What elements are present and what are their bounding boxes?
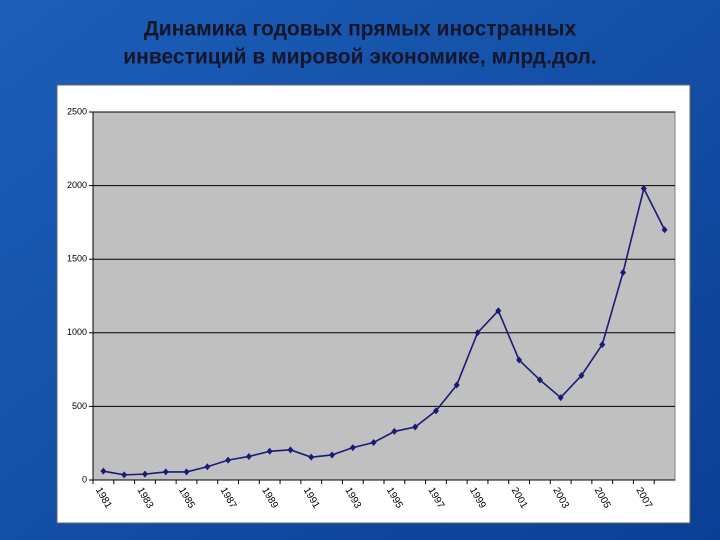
data-point (266, 447, 273, 455)
data-point (245, 452, 252, 460)
y-tick-label: 2000 (67, 180, 87, 190)
data-point (183, 468, 190, 476)
data-point (370, 438, 377, 446)
data-point (599, 341, 606, 349)
data-point (287, 446, 294, 454)
data-point (349, 444, 356, 452)
chart-title: Динамика годовых прямых иностранных (144, 18, 577, 41)
y-tick-label: 1500 (67, 254, 87, 264)
data-point (225, 456, 232, 464)
data-point (516, 356, 523, 364)
data-point (578, 371, 585, 379)
data-point (412, 423, 419, 431)
data-point (329, 451, 336, 459)
y-tick-label: 1000 (67, 327, 87, 337)
data-point (453, 381, 460, 389)
data-point (141, 470, 148, 478)
data-point (308, 453, 315, 461)
y-tick-label: 500 (72, 401, 87, 411)
y-tick-label: 2500 (67, 106, 87, 116)
y-tick-label: 0 (82, 474, 87, 484)
data-point (391, 427, 398, 435)
data-point (204, 463, 211, 471)
data-point (121, 471, 128, 479)
chart-title: инвестиций в мировой экономике, млрд.дол… (123, 46, 596, 69)
data-point (100, 467, 107, 475)
data-point (661, 226, 668, 234)
data-point (557, 394, 564, 402)
data-point (162, 468, 169, 476)
data-line (103, 186, 666, 476)
plot-area (92, 111, 676, 481)
data-point (432, 407, 439, 415)
data-point (640, 185, 647, 193)
data-point (620, 268, 627, 276)
data-point (495, 307, 502, 315)
data-point (474, 329, 481, 337)
data-point (536, 376, 543, 384)
